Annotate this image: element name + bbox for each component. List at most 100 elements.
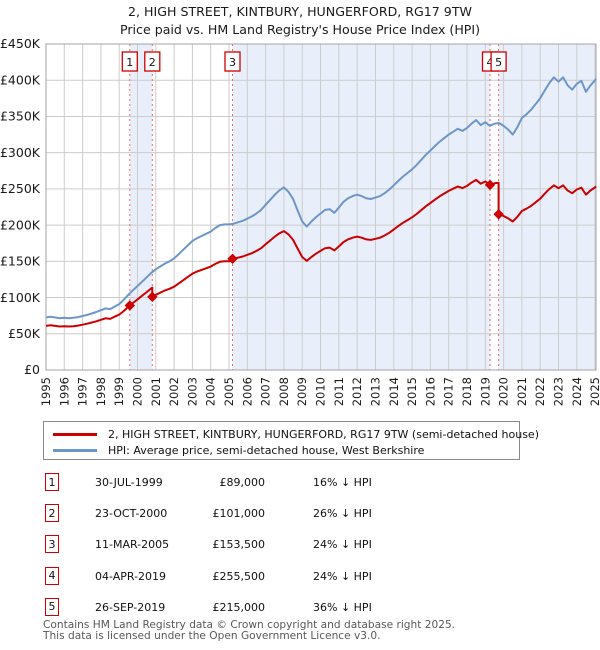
transactions-table: 1 30-JUL-1999 £89,000 16% ↓ HPI 2 23-OCT… [45, 473, 445, 629]
transaction-number-badge: 2 [45, 504, 59, 523]
sale-marker-diamond [227, 253, 238, 264]
transaction-hpi-diff: 16% ↓ HPI [313, 476, 372, 489]
page-subtitle: Price paid vs. HM Land Registry's House … [119, 22, 481, 37]
x-axis-tick-label: 2025 [588, 377, 600, 406]
y-axis-tick-label: £0 [24, 362, 40, 377]
transaction-date: 23-OCT-2000 [95, 507, 168, 521]
transaction-date: 30-JUL-1999 [95, 476, 163, 489]
x-axis-tick-label: 1995 [39, 377, 53, 406]
transaction-number-badge: 1 [45, 473, 59, 491]
sale-marker-diamond [484, 179, 496, 191]
transaction-row: 5 26-SEP-2019 £215,000 36% ↓ HPI [45, 597, 445, 617]
legend-row-property: 2, HIGH STREET, KINTBURY, HUNGERFORD, RG… [44, 426, 539, 442]
x-axis-tick-label: 2020 [497, 377, 511, 406]
page-title: 2, HIGH STREET, KINTBURY, HUNGERFORD, RG… [128, 4, 472, 19]
x-axis-tick-label: 2015 [405, 377, 419, 406]
x-axis-tick-label: 2009 [295, 377, 309, 406]
x-axis-tick-label: 1998 [94, 377, 108, 406]
x-axis-tick-label: 2013 [369, 377, 383, 406]
x-axis-tick-label: 2022 [533, 377, 547, 406]
transaction-hpi-diff: 24% ↓ HPI [313, 538, 372, 552]
x-axis-tick-label: 2019 [478, 377, 492, 406]
y-axis-tick-label: £350K [0, 109, 41, 124]
x-axis-tick-label: 2000 [131, 377, 145, 406]
y-axis-tick-label: £400K [0, 72, 41, 87]
legend-swatch-hpi-line [53, 448, 97, 452]
sale-number-label: 5 [495, 56, 502, 69]
transaction-price: £255,500 [212, 569, 266, 583]
x-axis-tick-label: 2017 [442, 377, 456, 406]
legend-label-hpi: HPI: Average price, semi-detached house,… [108, 443, 425, 457]
plot-border [45, 43, 597, 371]
transaction-price: £89,000 [219, 476, 266, 489]
x-axis-tick-label: 2005 [222, 377, 236, 406]
transaction-date: 11-MAR-2005 [95, 538, 170, 552]
footer-line-2: This data is licensed under the Open Gov… [43, 630, 381, 642]
sale-number-label: 3 [229, 56, 236, 69]
y-axis-tick-label: £250K [0, 181, 41, 196]
transaction-row: 3 11-MAR-2005 £153,500 24% ↓ HPI [45, 535, 445, 554]
price-history-chart: 1 2 3 4 5 £0 £50K £100K £150K £200K £250K £300K £350… [0, 38, 600, 406]
x-axis-tick-label: 2012 [350, 377, 364, 406]
chart-legend: 2, HIGH STREET, KINTBURY, HUNGERFORD, RG… [43, 421, 539, 460]
sale-marker-diamond [493, 209, 504, 220]
sale-number-box [121, 51, 138, 72]
x-axis-tick-label: 2014 [387, 377, 401, 406]
x-axis-tick-label: 2008 [277, 377, 291, 406]
y-axis-tick-label: £100K [0, 290, 41, 305]
sale-marker-diamond [147, 291, 158, 303]
legend-row-hpi: HPI: Average price, semi-detached house,… [44, 442, 519, 458]
x-axis-tick-label: 2024 [570, 377, 584, 406]
x-axis-tick-label: 1996 [57, 377, 71, 406]
x-axis-tick-label: 2002 [167, 377, 181, 406]
license-footer: Contains HM Land Registry data © Crown c… [43, 620, 455, 642]
legend-label-property: 2, HIGH STREET, KINTBURY, HUNGERFORD, RG… [108, 427, 539, 441]
transaction-price: £101,000 [212, 507, 266, 521]
x-axis-tick-label: 2018 [460, 377, 474, 406]
x-axis-tick-label: 2007 [259, 377, 273, 406]
x-axis-tick-label: 2016 [423, 377, 437, 406]
x-axis-tick-label: 1999 [112, 377, 126, 406]
x-axis-tick-label: 2006 [240, 377, 254, 406]
sale-marker-diamond [124, 300, 136, 311]
ownership-band [129, 44, 153, 370]
transaction-number-badge: 5 [45, 597, 59, 616]
sale-number-label: 4 [487, 56, 494, 69]
hpi-line [45, 76, 597, 320]
ownership-band [232, 44, 490, 370]
y-axis-tick-label: £50K [8, 326, 41, 341]
y-axis-tick-label: £150K [0, 254, 41, 269]
transaction-hpi-diff: 24% ↓ HPI [313, 569, 372, 583]
sale-number-box [224, 51, 241, 72]
transaction-number-badge: 3 [45, 535, 59, 554]
x-axis-tick-label: 2004 [204, 377, 218, 406]
transaction-hpi-diff: 36% ↓ HPI [313, 600, 372, 614]
sale-number-label: 1 [126, 56, 133, 69]
transaction-row: 1 30-JUL-1999 £89,000 16% ↓ HPI [45, 473, 445, 492]
transaction-row: 4 04-APR-2019 £255,500 24% ↓ HPI [45, 566, 445, 586]
x-axis-tick-label: 2001 [149, 377, 163, 406]
x-axis-tick-label: 2010 [314, 377, 328, 406]
gridlines [46, 44, 596, 370]
transaction-date: 26-SEP-2019 [95, 600, 166, 614]
x-axis-tick-label: 2023 [552, 377, 566, 406]
ownership-band [498, 44, 596, 370]
transaction-hpi-diff: 26% ↓ HPI [313, 507, 372, 521]
y-axis-tick-label: £300K [0, 145, 41, 160]
y-axis-tick-label: £450K [0, 38, 41, 51]
x-axis-tick-label: 2003 [185, 377, 199, 406]
x-axis-tick-label: 1997 [76, 377, 90, 406]
transaction-date: 04-APR-2019 [95, 569, 167, 583]
sale-number-box [490, 51, 507, 72]
sale-number-box [144, 51, 161, 72]
x-axis-tick-label: 2021 [515, 377, 529, 406]
y-axis-tick-label: £200K [0, 217, 41, 232]
footer-line-1: Contains HM Land Registry data © Crown c… [43, 619, 456, 631]
sale-number-label: 2 [149, 56, 156, 69]
transaction-row: 2 23-OCT-2000 £101,000 26% ↓ HPI [45, 504, 445, 523]
x-axis-tick-label: 2011 [332, 377, 346, 406]
transaction-number-badge: 4 [45, 566, 59, 585]
legend-swatch-price-line [53, 432, 97, 436]
transaction-price: £153,500 [212, 538, 266, 552]
